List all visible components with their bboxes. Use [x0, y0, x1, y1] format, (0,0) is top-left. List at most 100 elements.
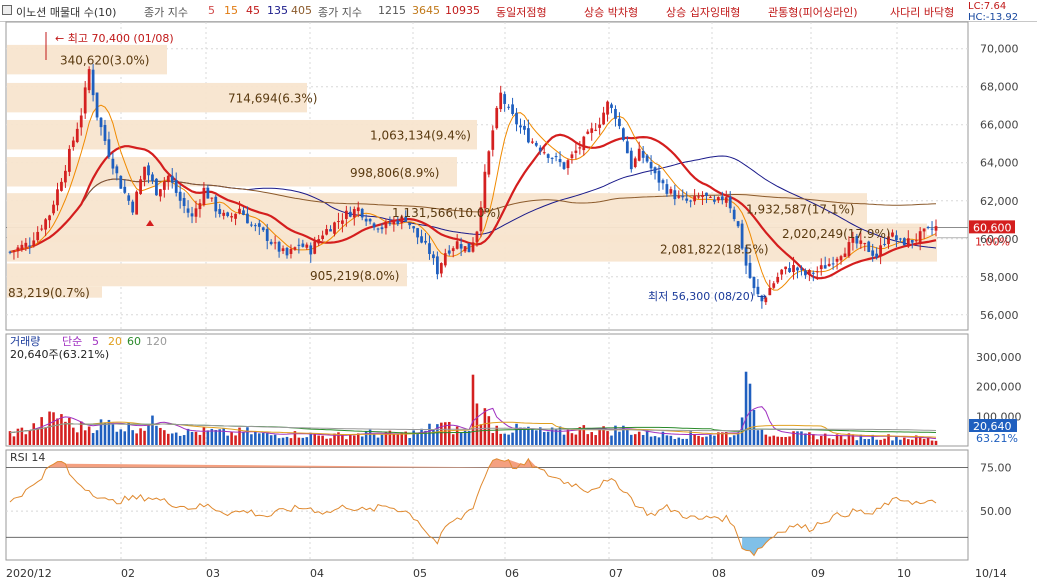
volume-bar-55 [226, 435, 229, 445]
volume-bar-65 [265, 433, 269, 445]
volume-bar-8 [40, 417, 43, 445]
candle-body-72 [293, 247, 297, 250]
pattern-5[interactable]: 사다리 바닥형 [890, 6, 955, 19]
candle-body-21 [91, 69, 95, 96]
volume-title: 거래량 [10, 335, 40, 348]
candle-body-27 [115, 166, 119, 174]
candle-body-224 [895, 235, 898, 241]
volume-bar-144 [578, 427, 582, 445]
candle-body-10 [48, 215, 51, 221]
candle-body-103 [416, 228, 419, 238]
volume-bar-112 [451, 434, 455, 445]
checkbox-icon[interactable] [2, 5, 12, 15]
volume-bar-104 [420, 428, 423, 445]
candle-body-231 [922, 228, 926, 232]
candle-body-161 [645, 155, 649, 162]
volume-bar-40 [167, 433, 170, 445]
candle-body-142 [570, 154, 574, 159]
candle-body-51 [210, 197, 214, 199]
volume-bar-156 [626, 428, 629, 445]
panel-frame-3 [5, 449, 969, 561]
pattern-3[interactable]: 상승 십자잉태형 [666, 6, 741, 19]
candle-body-98 [396, 220, 400, 225]
candle-body-219 [875, 253, 879, 258]
volume-bar-36 [151, 415, 154, 445]
x-label-11: 10/14 [975, 567, 1007, 580]
candle-body-145 [582, 136, 586, 151]
volume-bar-79 [321, 435, 324, 445]
volume-bar-116 [467, 431, 471, 445]
candle-body-115 [463, 246, 467, 252]
ma-period-5: 405 [291, 4, 312, 17]
volume-bar-90 [364, 431, 368, 445]
candle-body-152 [610, 104, 613, 108]
candle-body-230 [918, 231, 922, 243]
candle-body-146 [586, 131, 590, 134]
volume-bar-57 [234, 435, 237, 445]
candle-body-7 [36, 231, 40, 241]
volume-bar-122 [491, 432, 495, 445]
ma-period-3: 45 [246, 4, 260, 17]
candle-body-189 [756, 286, 760, 295]
candle-body-18 [79, 115, 83, 128]
volume-bar-162 [649, 436, 653, 445]
candle-body-16 [71, 140, 75, 147]
candle-body-3 [20, 244, 24, 250]
candle-body-26 [111, 158, 115, 169]
volume-bar-180 [721, 432, 724, 445]
candle-body-8 [40, 228, 44, 230]
candle-body-164 [657, 170, 661, 183]
candle-body-134 [538, 147, 542, 151]
volume-bar-97 [392, 433, 396, 445]
pattern-1[interactable]: 동일저점형 [496, 6, 547, 19]
volume-bar-178 [713, 435, 716, 445]
volume-bar-39 [163, 430, 166, 445]
candle-body-104 [420, 236, 423, 243]
volume-bar-197 [788, 436, 791, 445]
panel-frame-1 [5, 21, 969, 331]
candle-body-204 [815, 271, 819, 273]
candle-body-156 [625, 141, 629, 154]
candle-body-109 [439, 263, 443, 274]
candle-body-106 [428, 243, 431, 254]
volume-profile-label-9: 905,219(8.0%) [310, 269, 399, 283]
candle-body-12 [56, 189, 59, 206]
candle-body-96 [388, 223, 392, 225]
text-layer: 70,000 68,000 66,000 64,000 62,000 60,000 58,0… [6, 32, 1022, 580]
candle-body-82 [333, 222, 336, 234]
volume-bar-23 [99, 419, 103, 445]
candle-body-201 [804, 270, 807, 276]
candle-body-222 [887, 236, 890, 245]
volume-bar-233 [930, 440, 934, 445]
volume-profile-band-2 [7, 82, 307, 113]
volume-bar-148 [594, 435, 597, 445]
volume-bar-212 [847, 433, 851, 445]
volume-bar-111 [447, 421, 451, 445]
volume-current-value: 20,640 [973, 420, 1012, 433]
candle-body-45 [186, 208, 190, 213]
volume-bar-66 [269, 435, 273, 445]
candle-body-116 [467, 243, 471, 253]
volume-bar-108 [436, 424, 439, 445]
volume-bar-207 [827, 438, 831, 445]
volume-bar-54 [222, 428, 225, 445]
volume-bar-64 [261, 432, 265, 445]
volume-bar-226 [903, 437, 906, 445]
volume-profile-label-2: 714,694(6.3%) [228, 92, 317, 106]
candle-body-209 [835, 258, 839, 262]
volume-bar-143 [574, 434, 578, 445]
volume-profile-label-4: 998,806(8.9%) [350, 166, 439, 180]
volume-current-pct: 63.21% [976, 432, 1018, 445]
candle-body-107 [432, 254, 435, 259]
candle-body-69 [281, 248, 285, 252]
pattern-4[interactable]: 관통형(피어싱라인) [768, 6, 858, 19]
volume-bar-15 [68, 417, 71, 445]
candle-body-71 [289, 248, 293, 254]
volume-bar-7 [36, 428, 39, 445]
candle-body-136 [546, 154, 550, 158]
candle-body-148 [594, 129, 598, 131]
volume-bar-206 [823, 433, 827, 445]
pattern-2[interactable]: 상승 박차형 [584, 6, 639, 19]
candle-body-177 [709, 196, 712, 198]
volume-bar-115 [463, 430, 467, 445]
